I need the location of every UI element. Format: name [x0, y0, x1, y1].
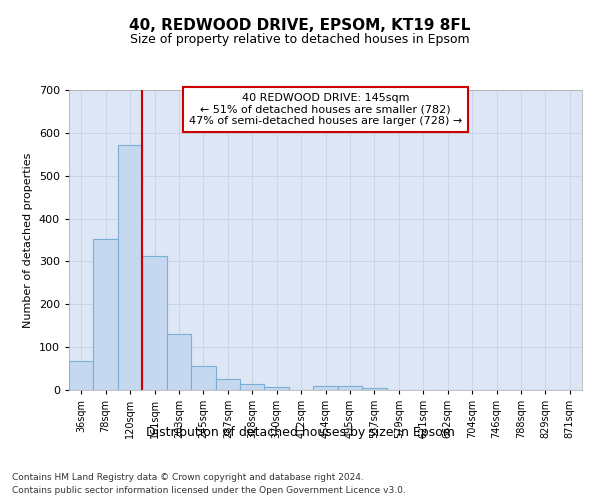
Bar [362, 388, 386, 390]
Text: 40 REDWOOD DRIVE: 145sqm
← 51% of detached houses are smaller (782)
47% of semi-: 40 REDWOOD DRIVE: 145sqm ← 51% of detach… [189, 93, 462, 126]
Text: Contains public sector information licensed under the Open Government Licence v3: Contains public sector information licen… [12, 486, 406, 495]
Text: Contains HM Land Registry data © Crown copyright and database right 2024.: Contains HM Land Registry data © Crown c… [12, 472, 364, 482]
Bar [69, 361, 94, 390]
Bar [313, 386, 338, 390]
Bar [240, 384, 265, 390]
Bar [265, 387, 289, 390]
Bar [167, 334, 191, 390]
Bar [191, 366, 215, 390]
Text: 40, REDWOOD DRIVE, EPSOM, KT19 8FL: 40, REDWOOD DRIVE, EPSOM, KT19 8FL [130, 18, 470, 32]
Y-axis label: Number of detached properties: Number of detached properties [23, 152, 33, 328]
Bar [94, 239, 118, 390]
Text: Distribution of detached houses by size in Epsom: Distribution of detached houses by size … [146, 426, 454, 439]
Bar [142, 256, 167, 390]
Bar [118, 146, 142, 390]
Text: Size of property relative to detached houses in Epsom: Size of property relative to detached ho… [130, 34, 470, 46]
Bar [215, 380, 240, 390]
Bar [338, 386, 362, 390]
